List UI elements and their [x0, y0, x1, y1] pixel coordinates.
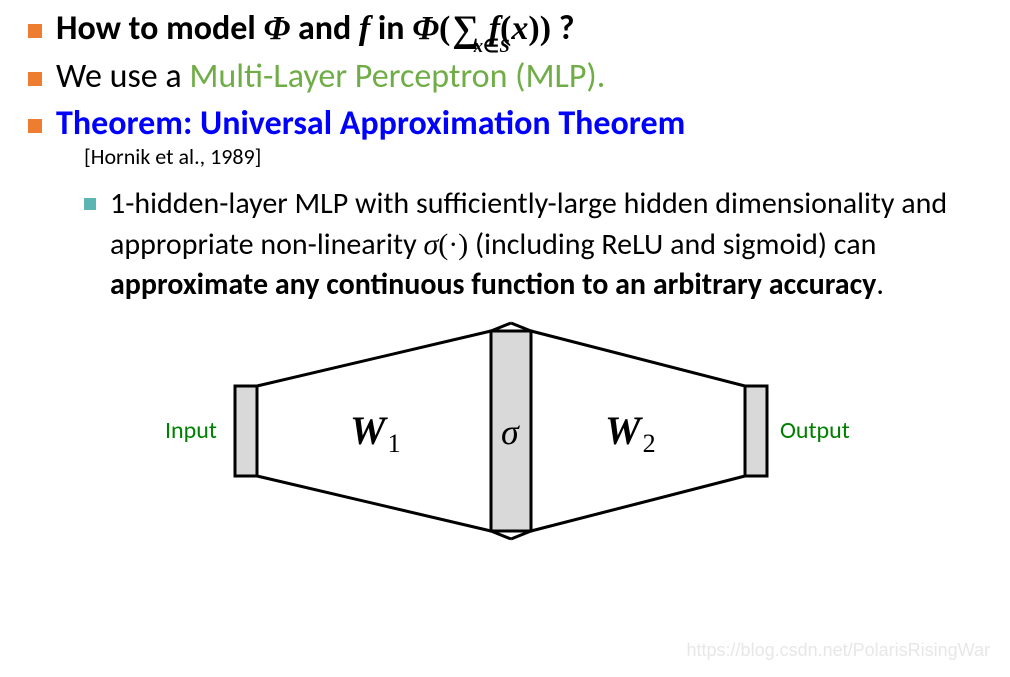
- q-close: ): [540, 10, 551, 47]
- w2: W: [605, 408, 643, 453]
- q-prefix: How to model: [56, 8, 263, 49]
- bullet-row-theorem: Theorem: Universal Approximation Theorem: [28, 103, 982, 146]
- sub-part2: (including ReLU and sigmoid) can: [468, 226, 876, 263]
- edge: [257, 331, 491, 386]
- sub-sigma: σ: [423, 228, 438, 261]
- citation: [Hornik et al., 1989]: [84, 143, 982, 170]
- input-label: Input: [165, 416, 217, 445]
- w1-sub: 1: [388, 429, 401, 458]
- use-mlp: Multi-Layer Perceptron (MLP).: [189, 56, 605, 97]
- bullet-icon: [28, 119, 42, 133]
- bullet-row-question: How to model Φ and f in Φ(∑x∈S f(x)) ?: [28, 8, 982, 52]
- sigma-label: σ: [501, 412, 520, 452]
- edge: [531, 331, 745, 386]
- w1: W: [350, 408, 388, 453]
- q-sum-in: ∈: [483, 36, 499, 57]
- mlp-diagram: Input Output W1 W2 σ: [28, 316, 982, 546]
- bullet-row-mlp: We use a Multi-Layer Perceptron (MLP).: [28, 56, 982, 99]
- output-label: Output: [780, 416, 850, 445]
- q-sum-x: x: [474, 36, 483, 57]
- q-phi2: Φ: [412, 10, 439, 47]
- q-suffix: ?: [551, 8, 574, 49]
- sub-paren: (·): [438, 228, 468, 261]
- w1-label: W1: [350, 408, 401, 458]
- sub-bullet-row: 1-hidden-layer MLP with sufficiently-lar…: [84, 184, 982, 306]
- sub-bullet-text: 1-hidden-layer MLP with sufficiently-lar…: [110, 184, 982, 306]
- q-fx-close: ): [528, 10, 539, 47]
- edge: [257, 476, 491, 531]
- theorem-title: Theorem: Universal Approximation Theorem: [56, 103, 982, 146]
- q-and: and: [290, 8, 359, 49]
- q-phi: Φ: [263, 10, 290, 47]
- use-prefix: We use a: [56, 56, 189, 97]
- input-layer-rect: [235, 386, 257, 476]
- bullet-icon: [84, 198, 96, 210]
- q-sum-S: S: [499, 36, 509, 57]
- edge: [531, 476, 745, 531]
- q-in: in: [370, 8, 412, 49]
- bullet-icon: [28, 24, 42, 38]
- sub-period: .: [876, 266, 884, 303]
- output-layer-rect: [745, 386, 767, 476]
- bullet-icon: [28, 72, 42, 86]
- w2-label: W2: [605, 408, 656, 458]
- q-x: x: [511, 10, 528, 47]
- mlp-line: We use a Multi-Layer Perceptron (MLP).: [56, 56, 982, 99]
- q-f: f: [359, 10, 370, 47]
- sub-bold: approximate any continuous function to a…: [110, 266, 876, 303]
- watermark: https://blog.csdn.net/PolarisRisingWar: [687, 640, 990, 661]
- q-open: (: [439, 10, 450, 47]
- mlp-svg: Input Output W1 W2 σ: [125, 316, 885, 546]
- sum-icon: ∑x∈S: [452, 10, 479, 53]
- w2-sub: 2: [643, 429, 656, 458]
- q-sum-sub: x∈S: [474, 35, 510, 58]
- slide: How to model Φ and f in Φ(∑x∈S f(x)) ? W…: [0, 0, 1010, 677]
- question-text: How to model Φ and f in Φ(∑x∈S f(x)) ?: [56, 8, 982, 52]
